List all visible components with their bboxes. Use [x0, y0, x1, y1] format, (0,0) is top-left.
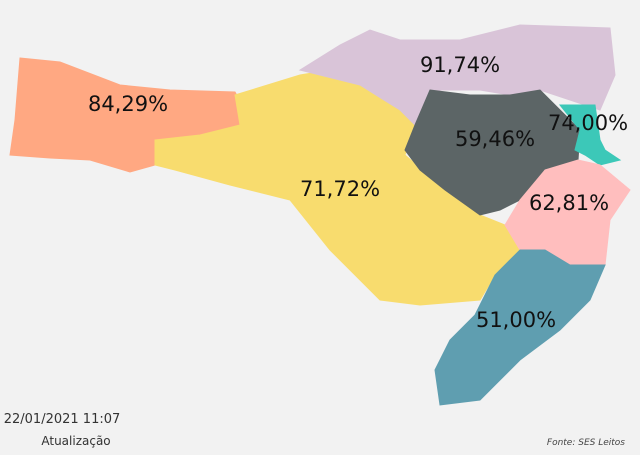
- caption: Atualização: [41, 434, 110, 448]
- region-label: 51,00%: [476, 308, 556, 332]
- source: Fonte: SES Leitos: [547, 438, 625, 448]
- region-label: 74,00%: [548, 111, 628, 135]
- region: [434, 249, 606, 406]
- region: [558, 104, 622, 166]
- timestamp: 22/01/2021 11:07: [4, 412, 121, 427]
- labels: 84,29% 71,72% 91,74% 59,46% 74,00% 62,81% 51,0…: [88, 53, 628, 332]
- regions: [9, 24, 631, 406]
- region-label: 84,29%: [88, 92, 168, 116]
- region-label: 59,46%: [455, 127, 535, 151]
- region-label: 71,72%: [300, 177, 380, 201]
- region: [154, 69, 521, 306]
- region-label: 62,81%: [529, 191, 609, 215]
- region-label: 91,74%: [420, 53, 500, 77]
